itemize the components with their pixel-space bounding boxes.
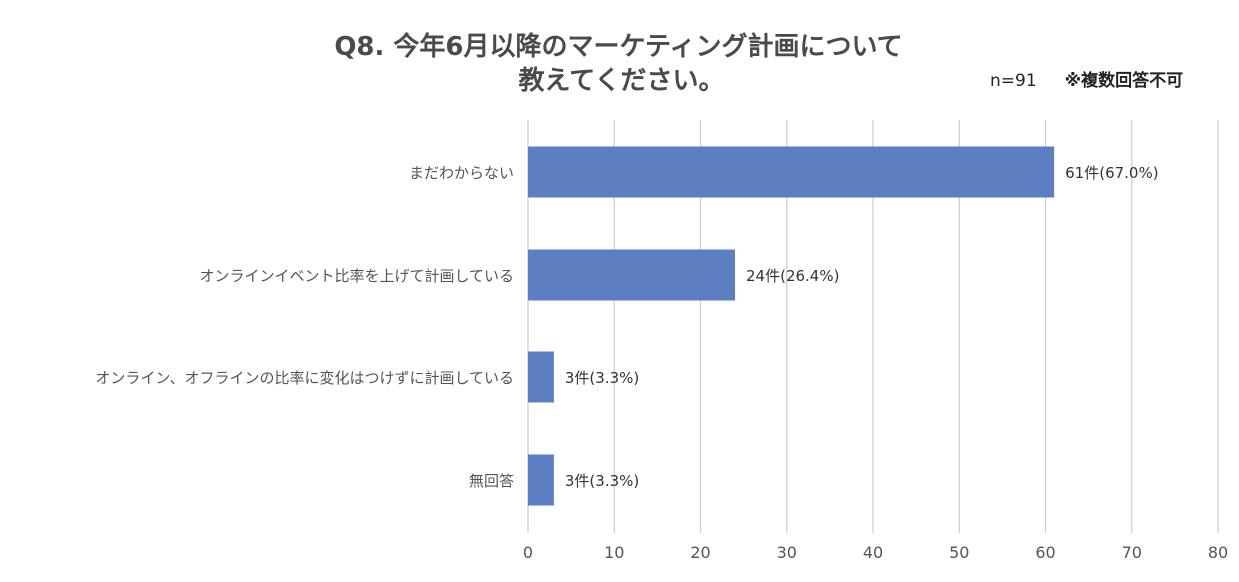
data-label: 3件(3.3%): [565, 472, 639, 490]
bar: [528, 146, 1055, 198]
chart-title-line-1: Q8. 今年6月以降のマーケティング計画について: [334, 32, 903, 62]
bar: [528, 454, 554, 506]
x-tick-label: 30: [777, 543, 797, 562]
bar: [528, 249, 735, 301]
sample-note: n=91 ※複数回答不可: [990, 66, 1183, 91]
x-tick-label: 0: [523, 543, 533, 562]
data-label: 3件(3.3%): [565, 369, 639, 387]
x-tick-label: 70: [1122, 543, 1142, 562]
x-tick-label: 20: [690, 543, 710, 562]
chart-title-line-2: 教えてください。: [518, 66, 725, 96]
x-tick-label: 50: [949, 543, 969, 562]
bar: [528, 351, 554, 403]
category-label: オンライン、オフラインの比率に変化はつけずに計画している: [95, 369, 514, 387]
x-tick-label: 10: [604, 543, 624, 562]
category-label: オンラインイベント比率を上げて計画している: [199, 267, 514, 285]
answer-note-label: ※複数回答不可: [1064, 71, 1184, 91]
data-label: 61件(67.0%): [1065, 164, 1158, 182]
x-tick-label: 80: [1208, 543, 1228, 562]
category-label: まだわからない: [409, 164, 514, 182]
data-label: 24件(26.4%): [746, 267, 839, 285]
sample-size-label: n=91: [990, 71, 1037, 91]
x-tick-label: 40: [863, 543, 883, 562]
category-label: 無回答: [469, 472, 514, 490]
x-tick-label: 60: [1035, 543, 1055, 562]
